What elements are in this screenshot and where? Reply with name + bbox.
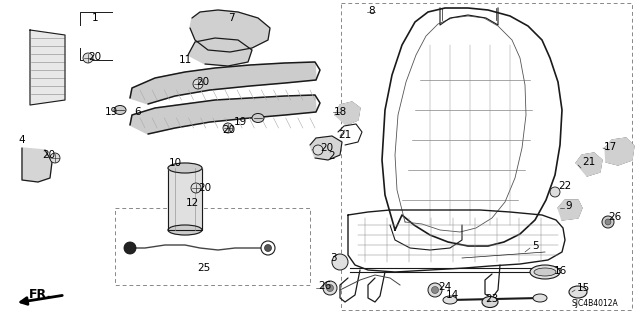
Polygon shape [188,38,252,66]
Polygon shape [168,168,202,230]
Bar [115,208,310,285]
Text: 20: 20 [320,143,333,153]
Text: 10: 10 [168,158,182,168]
Text: 20: 20 [196,77,209,87]
Polygon shape [30,30,65,105]
Polygon shape [576,153,602,176]
Circle shape [550,187,560,197]
Text: 25: 25 [197,263,211,273]
Text: 19: 19 [234,117,247,127]
Circle shape [605,219,611,225]
Ellipse shape [252,114,264,122]
Text: 4: 4 [19,135,26,145]
Text: 7: 7 [228,13,235,23]
Polygon shape [605,138,634,165]
Ellipse shape [530,265,560,279]
Circle shape [50,153,60,163]
Polygon shape [22,148,52,182]
Text: 21: 21 [582,157,595,167]
Circle shape [332,254,348,270]
Ellipse shape [533,294,547,302]
Circle shape [261,241,275,255]
Text: 26: 26 [608,212,621,222]
Text: 6: 6 [134,107,141,117]
Text: 2: 2 [328,151,335,161]
Text: 8: 8 [368,6,374,16]
Bar [341,3,632,310]
Circle shape [428,283,442,297]
Circle shape [191,183,201,193]
Text: 15: 15 [577,283,590,293]
Text: 1: 1 [92,13,99,23]
Text: FR.: FR. [29,288,52,301]
Text: 5: 5 [532,241,539,251]
Ellipse shape [534,268,556,276]
Ellipse shape [168,163,202,173]
Text: 20: 20 [198,183,211,193]
Circle shape [323,281,337,295]
Polygon shape [310,136,342,160]
Text: 21: 21 [338,130,351,140]
Circle shape [83,53,93,63]
Text: 23: 23 [485,294,499,304]
Ellipse shape [482,296,498,308]
Text: 20: 20 [222,125,235,135]
Ellipse shape [168,225,202,235]
Circle shape [193,79,203,89]
Circle shape [431,286,438,293]
Polygon shape [558,200,582,220]
Circle shape [313,145,323,155]
Text: 16: 16 [554,266,567,276]
Text: 22: 22 [558,181,572,191]
Circle shape [326,285,333,292]
Text: 11: 11 [179,55,191,65]
Circle shape [124,242,136,254]
Circle shape [223,123,233,133]
Ellipse shape [114,106,126,115]
Circle shape [264,244,271,251]
Polygon shape [130,62,316,104]
Ellipse shape [569,286,587,298]
Ellipse shape [443,296,457,304]
Text: 20: 20 [88,52,102,62]
Text: 20: 20 [42,150,55,160]
Text: 3: 3 [330,253,337,263]
Polygon shape [335,102,360,125]
Text: 26: 26 [318,281,332,291]
Text: SJC4B4012A: SJC4B4012A [572,299,618,308]
Text: 12: 12 [186,198,198,208]
Polygon shape [190,10,270,52]
Circle shape [602,216,614,228]
Text: 9: 9 [565,201,572,211]
Text: 18: 18 [334,107,348,117]
Text: 19: 19 [105,107,118,117]
Text: 17: 17 [604,142,617,152]
Polygon shape [130,95,316,134]
Text: 24: 24 [438,282,451,292]
Text: 14: 14 [445,290,459,300]
